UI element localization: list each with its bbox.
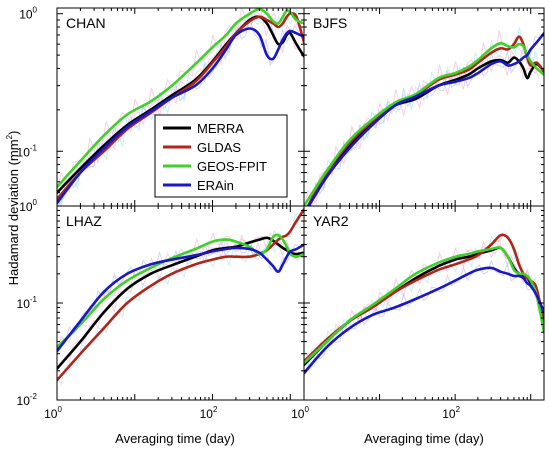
- series-lines: [57, 8, 304, 205]
- x-tick-label: 100: [44, 405, 62, 421]
- series-lines: [304, 233, 544, 375]
- panel-title: BJFS: [313, 15, 347, 31]
- series-erain-chan: [57, 27, 304, 205]
- series-geos-fpit-lhaz: [57, 233, 304, 349]
- panel-yar2: 100 102 YAR2: [291, 205, 545, 421]
- series-geos-fpit-chan: [57, 8, 304, 189]
- series-gldas-yar2: [304, 233, 544, 363]
- noise-geos-fpit: [304, 30, 540, 206]
- noise-geos-fpit: [304, 236, 540, 366]
- noise-gldas: [57, 213, 300, 386]
- series-gldas-chan: [57, 12, 304, 201]
- legend-label-geos-fpit: GEOS-FPIT: [197, 159, 267, 174]
- series-erain-lhaz: [57, 243, 304, 353]
- panel-bjfs: BJFS: [303, 7, 545, 207]
- y-tick-label: 100: [19, 6, 37, 22]
- x-axis-title-left: Averaging time (day): [115, 431, 235, 446]
- noise-merra: [304, 244, 540, 363]
- series-geos-fpit-yar2: [304, 246, 544, 365]
- noise-gldas: [309, 27, 540, 206]
- series-lines: [57, 208, 304, 382]
- x-tick-label: 100: [291, 405, 309, 421]
- legend: MERRA GLDAS GEOS-FPIT ERAin: [154, 114, 288, 198]
- series-erain-bjfs: [307, 31, 544, 206]
- x-tick-label: 102: [200, 405, 218, 421]
- series-erain-yar2: [304, 266, 544, 375]
- noise-geos-fpit: [57, 229, 300, 350]
- axes-frame: [303, 7, 545, 207]
- legend-label-erain: ERAin: [197, 178, 234, 193]
- legend-label-merra: MERRA: [197, 121, 244, 136]
- series-lines: [304, 31, 544, 206]
- panel-lhaz: 100 102 10-2 10-1 100 LHAZ: [17, 198, 305, 421]
- noise-traces: [57, 213, 300, 386]
- y-tick-label: 100: [19, 198, 37, 214]
- panel-title: CHAN: [66, 15, 106, 31]
- noise-merra: [305, 49, 540, 206]
- x-axis-title-right: Averaging time (day): [364, 431, 484, 446]
- y-axis-title: Hadamard deviation (mm2): [5, 131, 21, 286]
- series-geos-fpit-bjfs: [304, 41, 544, 206]
- legend-label-gldas: GLDAS: [197, 140, 241, 155]
- noise-traces: [304, 27, 540, 206]
- y-tick-label: 10-1: [17, 295, 38, 311]
- panel-title: LHAZ: [66, 213, 102, 229]
- panel-title: YAR2: [313, 213, 349, 229]
- y-tick-label: 10-2: [17, 392, 38, 408]
- noise-traces: [304, 232, 540, 377]
- series-gldas-lhaz: [57, 208, 304, 382]
- x-tick-label: 102: [442, 405, 460, 421]
